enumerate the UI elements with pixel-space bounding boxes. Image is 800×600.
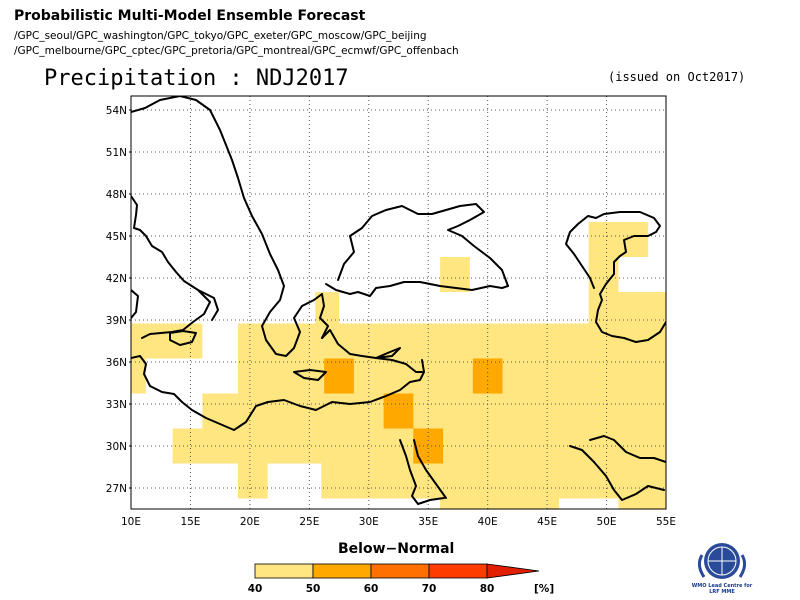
probability-cell [321, 463, 666, 499]
probability-cell [238, 323, 322, 359]
longitude-tick-label: 25E [299, 516, 319, 528]
latitude-tick-label: 54N [106, 105, 127, 117]
latitude-tick-label: 48N [106, 189, 127, 201]
map-title: Precipitation : NDJ2017 [44, 66, 349, 91]
forecast-title: Probabilistic Multi-Model Ensemble Forec… [14, 8, 366, 24]
latitude-tick-label: 27N [106, 483, 127, 495]
legend-color-swatch [312, 563, 372, 579]
caspian-coastline [565, 211, 666, 343]
latitude-tick-label: 42N [106, 273, 127, 285]
latitude-tick-label: 51N [106, 147, 127, 159]
wmo-logo [697, 543, 747, 579]
model-list-line-1: /GPC_seoul/GPC_washington/GPC_tokyo/GPC_… [14, 30, 427, 42]
probability-cell [238, 463, 268, 499]
probability-cell [321, 323, 666, 359]
sicily-coastline [169, 330, 197, 346]
legend-arrow-swatch [486, 563, 540, 579]
latitude-tick-label: 30N [106, 441, 127, 453]
longitude-tick-label: 15E [180, 516, 200, 528]
legend-color-swatch [370, 563, 430, 579]
legend-tick-label: 70 [422, 583, 437, 595]
sardinia-coastline [131, 289, 139, 319]
probability-cell [588, 222, 649, 257]
legend-colorbar [254, 563, 540, 579]
longitude-tick-label: 50E [597, 516, 617, 528]
probability-cell [131, 358, 146, 394]
longitude-tick-label: 45E [537, 516, 557, 528]
longitude-tick-label: 10E [121, 516, 141, 528]
latitude-tick-label: 33N [106, 399, 127, 411]
longitude-tick-label: 55E [656, 516, 676, 528]
legend-color-swatch [254, 563, 314, 579]
legend-tick-label: 40 [248, 583, 263, 595]
latitude-tick-label: 39N [106, 315, 127, 327]
longitude-tick-label: 20E [240, 516, 260, 528]
latitude-tick-label: 45N [106, 231, 127, 243]
longitude-tick-label: 30E [359, 516, 379, 528]
black-sea-coastline [337, 203, 509, 287]
wmo-logo-text: WMO Lead Centre for LRF MME [691, 583, 753, 595]
persian-gulf-coastline [569, 435, 666, 501]
latitude-labels: 54N 51N 48N 45N 42N 39N 36N 33N 30N 27N [106, 105, 131, 495]
probability-cell [440, 498, 559, 509]
probability-cell [383, 393, 414, 429]
map-frame [130, 95, 667, 510]
cyprus-coastline [375, 347, 401, 359]
probability-cell [618, 498, 666, 509]
model-list-line-2: /GPC_melbourne/GPC_cptec/GPC_pretoria/GP… [14, 45, 459, 57]
legend-unit: [%] [534, 583, 554, 595]
turkey-coastline [321, 281, 509, 373]
north-africa-coastline [131, 355, 425, 431]
probability-cell [413, 428, 444, 464]
graticule [131, 96, 666, 509]
legend-tick-label: 60 [364, 583, 379, 595]
probability-cell [202, 393, 666, 429]
legend-color-swatch [428, 563, 488, 579]
crete-coastline [293, 369, 327, 381]
balkan-coastline [179, 96, 329, 357]
legend-tick-labels: 40 50 60 70 80 [248, 583, 495, 595]
legend-tick-label: 80 [480, 583, 495, 595]
longitude-tick-label: 35E [418, 516, 438, 528]
red-sea-coastline [399, 439, 447, 505]
legend-title: Below−Normal [338, 541, 455, 557]
probability-cell [324, 358, 354, 394]
longitude-tick-label: 40E [478, 516, 498, 528]
latitude-tick-label: 36N [106, 357, 127, 369]
longitude-labels: 10E 15E 20E 25E 30E 35E 40E 45E 50E 55E [121, 516, 676, 528]
issued-date: (issued on Oct2017) [608, 70, 746, 84]
legend-tick-label: 50 [306, 583, 321, 595]
coastlines [131, 96, 666, 505]
